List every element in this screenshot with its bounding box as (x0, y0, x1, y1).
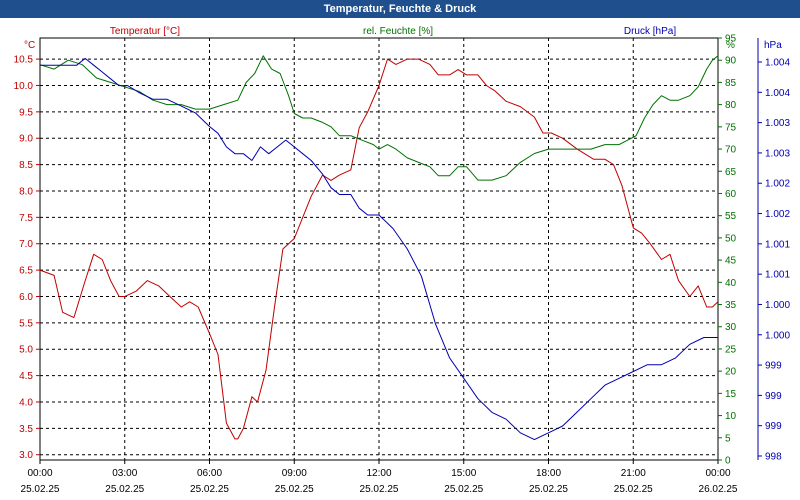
humidity-tick-label: 55 (725, 211, 737, 222)
x-tick-date: 25.02.25 (360, 484, 399, 495)
temperature-tick-label: 8.0 (19, 186, 33, 197)
x-tick-date: 25.02.25 (275, 484, 314, 495)
x-tick-time: 00:00 (705, 468, 730, 479)
temperature-tick-label: 5.5 (19, 318, 33, 329)
humidity-tick-label: 45 (725, 256, 737, 267)
temperature-tick-label: 6.0 (19, 292, 33, 303)
humidity-tick-label: 20 (725, 367, 737, 378)
temperature-tick-label: 5.0 (19, 345, 33, 356)
temperature-tick-label: 4.5 (19, 371, 33, 382)
x-tick-date: 26.02.25 (699, 484, 738, 495)
humidity-axis-unit: % (726, 40, 735, 51)
x-tick-date: 25.02.25 (614, 484, 653, 495)
axis-ticks: 00:00 25.02.25 03:00 25.02.25 06:00 25.02.25 0… (14, 34, 791, 496)
humidity-axis-title: rel. Feuchte [%] (363, 26, 433, 37)
x-tick-time: 09:00 (282, 468, 307, 479)
x-tick-date: 25.02.25 (105, 484, 144, 495)
pressure-axis-unit: hPa (764, 40, 782, 51)
humidity-tick-label: 10 (725, 411, 737, 422)
pressure-tick-label: 999 (765, 391, 782, 402)
humidity-tick-label: 50 (725, 233, 737, 244)
temperature-axis-title: Temperatur [°C] (110, 26, 180, 37)
x-tick-time: 03:00 (112, 468, 137, 479)
x-tick-date: 25.02.25 (529, 484, 568, 495)
temperature-tick-label: 7.5 (19, 213, 33, 224)
temperature-tick-label: 8.5 (19, 160, 33, 171)
pressure-tick-label: 999 (765, 421, 782, 432)
pressure-tick-label: 999 (765, 361, 782, 372)
temperature-tick-label: 9.0 (19, 134, 33, 145)
x-tick-date: 25.02.25 (190, 484, 229, 495)
humidity-tick-label: 15 (725, 389, 737, 400)
pressure-tick-label: 998 (765, 452, 782, 463)
temperature-tick-label: 6.5 (19, 266, 33, 277)
pressure-tick-label: 1.000 (765, 300, 790, 311)
humidity-tick-label: 30 (725, 322, 737, 333)
x-tick-time: 15:00 (451, 468, 476, 479)
x-tick-time: 18:00 (536, 468, 561, 479)
pressure-tick-label: 1.001 (765, 270, 790, 281)
humidity-tick-label: 95 (725, 34, 737, 45)
humidity-tick-label: 90 (725, 56, 737, 67)
pressure-tick-label: 1.004 (765, 58, 790, 69)
pressure-axis-title: Druck [hPa] (624, 26, 676, 37)
temperature-tick-label: 4.0 (19, 397, 33, 408)
x-tick-time: 00:00 (27, 468, 52, 479)
humidity-tick-label: 80 (725, 100, 737, 111)
series-lines (39, 55, 719, 441)
humidity-series-line (39, 55, 719, 181)
humidity-tick-label: 70 (725, 145, 737, 156)
pressure-tick-label: 1.003 (765, 118, 790, 129)
humidity-tick-label: 25 (725, 344, 737, 355)
temperature-tick-label: 7.0 (19, 239, 33, 250)
pressure-tick-label: 1.000 (765, 330, 790, 341)
x-tick-time: 21:00 (621, 468, 646, 479)
x-tick-date: 25.02.25 (444, 484, 483, 495)
pressure-tick-label: 1.004 (765, 88, 790, 99)
humidity-tick-label: 40 (725, 278, 737, 289)
temperature-tick-label: 9.5 (19, 107, 33, 118)
pressure-tick-label: 1.003 (765, 148, 790, 159)
pressure-tick-label: 1.002 (765, 179, 790, 190)
humidity-tick-label: 60 (725, 189, 737, 200)
humidity-tick-label: 85 (725, 78, 737, 89)
pressure-tick-label: 1.002 (765, 209, 790, 220)
humidity-tick-label: 65 (725, 167, 737, 178)
chart-title: Temperatur, Feuchte & Druck (0, 0, 800, 18)
humidity-tick-label: 5 (725, 433, 731, 444)
x-tick-time: 06:00 (197, 468, 222, 479)
humidity-tick-label: 75 (725, 122, 737, 133)
temperature-tick-label: 10.5 (14, 55, 34, 66)
temperature-axis-unit: °C (24, 40, 35, 51)
temperature-tick-label: 3.5 (19, 424, 33, 435)
temperature-series-line (39, 58, 719, 440)
humidity-tick-label: 0 (725, 456, 731, 467)
grid (40, 38, 718, 460)
pressure-tick-label: 1.001 (765, 239, 790, 250)
x-tick-time: 12:00 (366, 468, 391, 479)
temperature-tick-label: 3.0 (19, 450, 33, 461)
x-tick-date: 25.02.25 (21, 484, 60, 495)
pressure-series-line (40, 57, 718, 441)
humidity-tick-label: 35 (725, 300, 737, 311)
temperature-tick-label: 10.0 (14, 81, 34, 92)
